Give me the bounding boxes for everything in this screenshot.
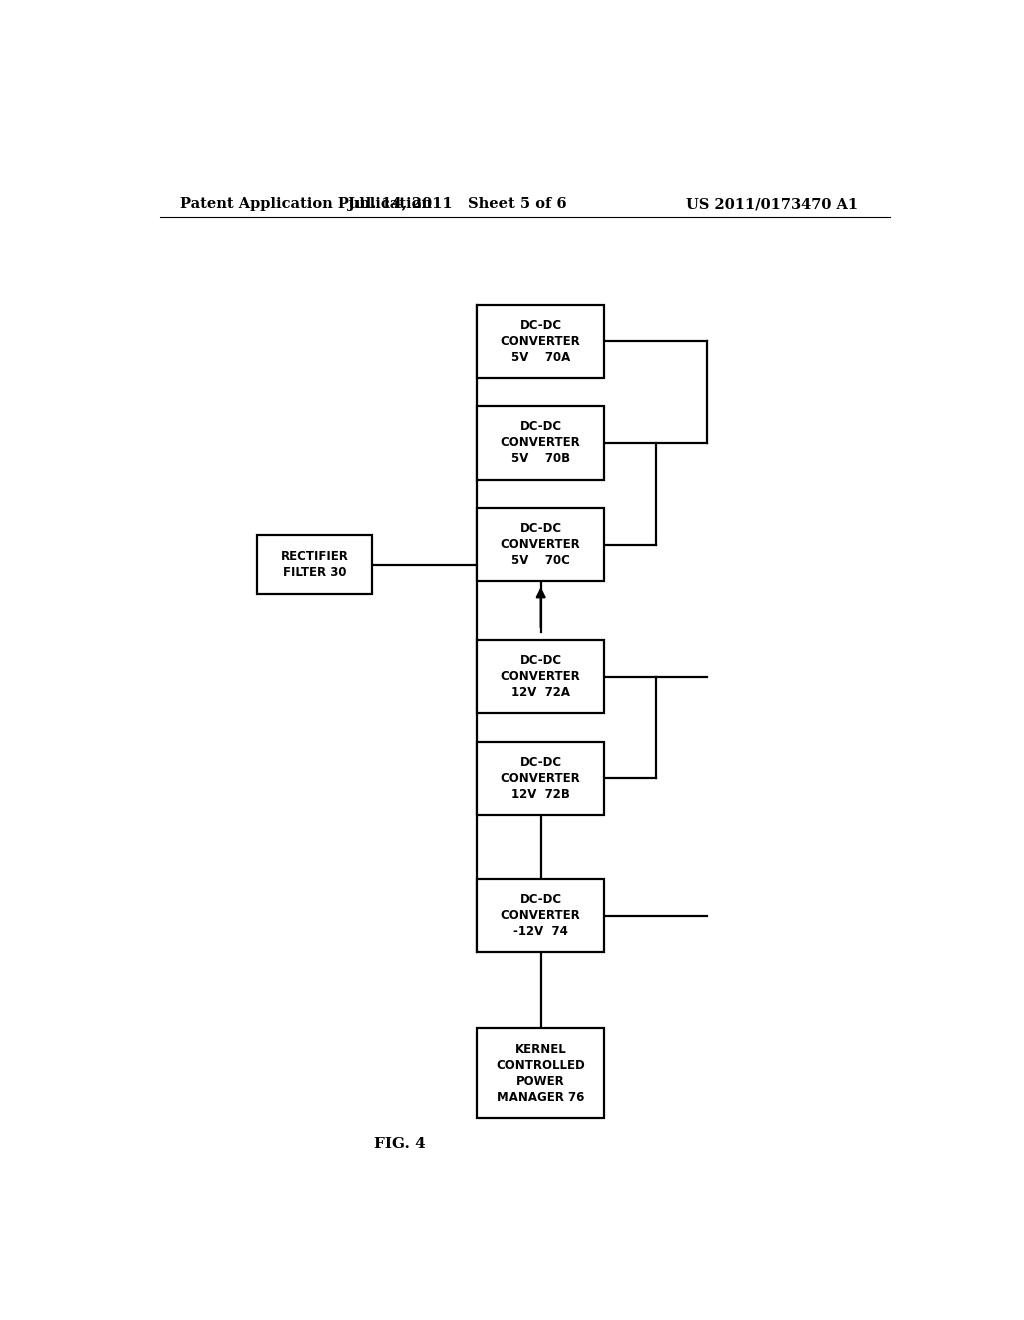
Text: DC-DC
CONVERTER
12V  72A: DC-DC CONVERTER 12V 72A [501, 655, 581, 700]
Text: KERNEL
CONTROLLED
POWER
MANAGER 76: KERNEL CONTROLLED POWER MANAGER 76 [497, 1043, 585, 1104]
Text: DC-DC
CONVERTER
5V    70A: DC-DC CONVERTER 5V 70A [501, 319, 581, 364]
Bar [257, 536, 372, 594]
Text: DC-DC
CONVERTER
5V    70C: DC-DC CONVERTER 5V 70C [501, 523, 581, 568]
Bar [477, 305, 604, 378]
Bar [477, 508, 604, 581]
Bar [477, 640, 604, 713]
Bar [477, 1028, 604, 1118]
Text: FIG. 4: FIG. 4 [374, 1138, 426, 1151]
Text: DC-DC
CONVERTER
12V  72B: DC-DC CONVERTER 12V 72B [501, 756, 581, 801]
Text: DC-DC
CONVERTER
-12V  74: DC-DC CONVERTER -12V 74 [501, 894, 581, 939]
Text: Jul. 14, 2011   Sheet 5 of 6: Jul. 14, 2011 Sheet 5 of 6 [348, 197, 566, 211]
Text: RECTIFIER
FILTER 30: RECTIFIER FILTER 30 [281, 550, 348, 579]
Text: Patent Application Publication: Patent Application Publication [179, 197, 431, 211]
Bar [477, 407, 604, 479]
Bar [477, 879, 604, 952]
Text: DC-DC
CONVERTER
5V    70B: DC-DC CONVERTER 5V 70B [501, 421, 581, 466]
Text: US 2011/0173470 A1: US 2011/0173470 A1 [686, 197, 858, 211]
Bar [477, 742, 604, 814]
